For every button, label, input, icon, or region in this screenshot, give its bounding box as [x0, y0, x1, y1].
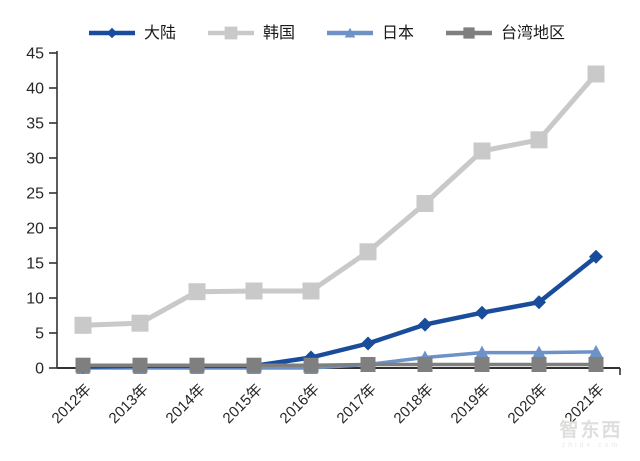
x-axis-tick-label: 2021年	[562, 381, 608, 427]
x-axis-tick-label: 2012年	[49, 381, 95, 427]
data-point-marker	[344, 27, 356, 38]
y-axis-tick-label: 0	[35, 361, 44, 378]
data-point-marker	[302, 282, 320, 300]
data-point-marker	[131, 314, 149, 332]
legend-marker-sample	[446, 27, 493, 39]
x-axis-tick-label: 2017年	[334, 381, 380, 427]
data-point-marker	[530, 131, 548, 149]
legend-marker-sample	[207, 26, 254, 40]
data-point-marker	[588, 357, 604, 372]
data-point-marker	[473, 142, 491, 160]
legend-label: 大陆	[143, 23, 176, 42]
y-axis-tick-label: 15	[26, 256, 44, 273]
legend-item-1: 韩国	[206, 24, 295, 42]
data-point-marker	[475, 305, 489, 320]
data-point-marker	[188, 283, 206, 301]
data-point-marker	[532, 295, 546, 310]
legend-label: 台湾地区	[501, 23, 566, 42]
x-axis-tick-label: 2019年	[448, 381, 494, 427]
y-axis-tick-label: 10	[26, 291, 44, 308]
data-point-marker	[189, 357, 205, 373]
data-point-marker	[418, 317, 432, 332]
series-1	[74, 65, 605, 334]
series-line	[82, 72, 598, 328]
x-axis-tick-label: 2020年	[505, 381, 551, 427]
legend-item-2: 日本	[325, 24, 414, 42]
series-line	[83, 362, 596, 367]
data-point-marker	[75, 357, 91, 373]
data-point-marker	[106, 27, 118, 39]
data-point-marker	[224, 26, 238, 40]
data-point-marker	[417, 357, 433, 372]
y-axis-tick-label: 5	[35, 326, 44, 343]
legend-marker-sample	[327, 27, 373, 38]
legend-item-0: 大陆	[87, 24, 176, 42]
data-point-marker	[361, 336, 375, 351]
x-axis-tick-label: 2013年	[106, 381, 152, 427]
data-point-marker	[132, 357, 148, 373]
data-point-marker	[587, 65, 605, 83]
x-axis-tick-label: 2014年	[163, 381, 209, 427]
legend-label: 韩国	[262, 23, 295, 42]
data-point-marker	[303, 357, 319, 373]
data-point-marker	[474, 357, 490, 372]
chart-legend: 大陆 韩国 日本 台湾地区	[6, 22, 640, 44]
series-0	[76, 249, 603, 374]
x-axis-tick-label: 2016年	[277, 381, 323, 427]
y-axis-tick-label: 30	[26, 151, 44, 168]
y-axis-tick-label: 45	[26, 46, 44, 63]
data-point-marker	[589, 249, 603, 264]
data-point-marker	[416, 195, 434, 212]
data-point-marker	[359, 243, 377, 261]
y-axis-tick-label: 25	[26, 186, 44, 203]
legend-item-3: 台湾地区	[444, 24, 565, 42]
x-axis-tick-label: 2018年	[391, 381, 437, 427]
y-axis-tick-label: 20	[26, 221, 44, 238]
x-axis-tick-label: 2015年	[220, 381, 266, 427]
data-point-marker	[531, 357, 547, 372]
legend-label: 日本	[382, 23, 415, 42]
data-point-marker	[532, 345, 546, 359]
y-axis-tick-label: 40	[26, 81, 44, 98]
data-point-marker	[589, 344, 603, 358]
data-point-marker	[246, 357, 262, 373]
series-3	[75, 357, 604, 373]
data-point-marker	[360, 357, 376, 372]
legend-marker-sample	[88, 27, 135, 39]
data-point-marker	[463, 27, 475, 39]
data-point-marker	[475, 345, 489, 359]
data-point-marker	[74, 316, 92, 334]
data-point-marker	[245, 282, 263, 300]
y-axis-tick-label: 35	[26, 116, 44, 133]
